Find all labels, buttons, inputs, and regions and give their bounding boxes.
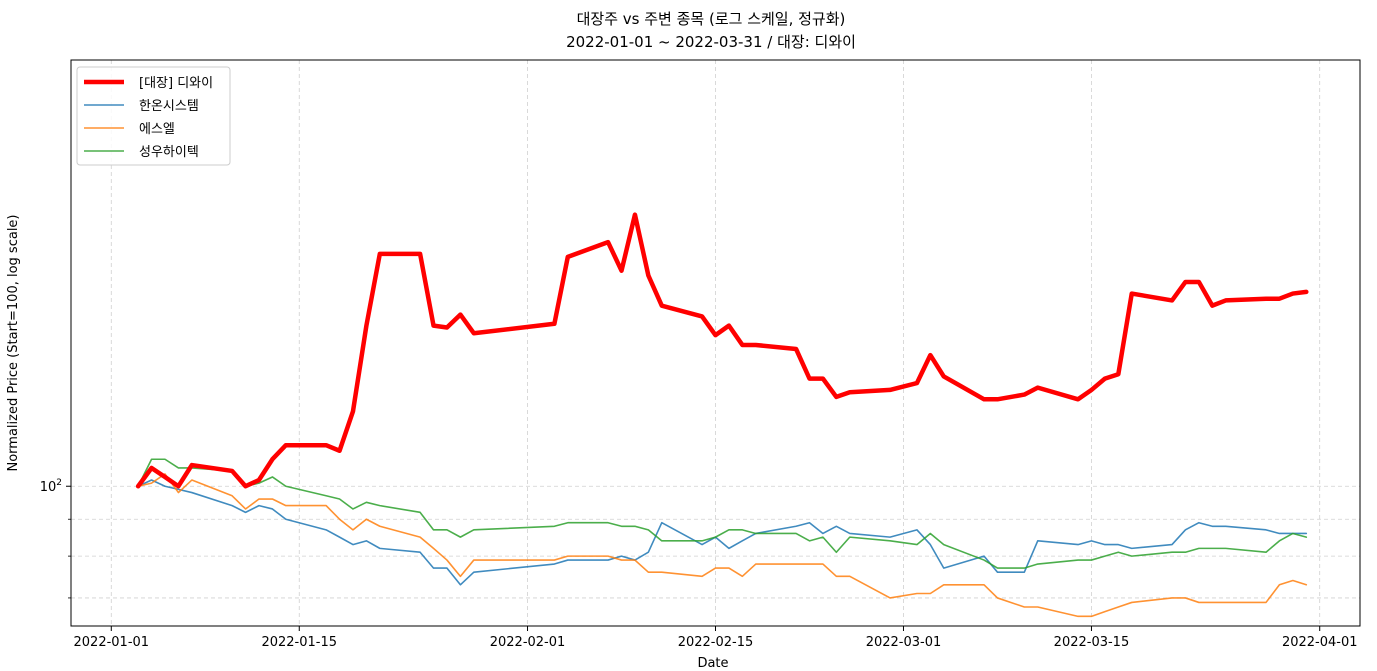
x-tick-label: 2022-02-01 bbox=[490, 635, 566, 650]
y-tick-label: 102 bbox=[40, 478, 62, 495]
chart-title-line1: 대장주 vs 주변 종목 (로그 스케일, 정규화) bbox=[577, 10, 846, 28]
y-tick-label-exponent: 2 bbox=[56, 478, 62, 488]
legend-label-에스엘: 에스엘 bbox=[139, 122, 175, 137]
chart-title-line2: 2022-01-01 ~ 2022-03-31 / 대장: 디와이 bbox=[566, 33, 856, 51]
x-tick-label: 2022-04-01 bbox=[1282, 635, 1358, 650]
series-lines bbox=[135, 212, 1309, 618]
series-line-한온시스템 bbox=[137, 479, 1308, 586]
legend-label-대장-디와이: [대장] 디와이 bbox=[139, 76, 213, 91]
y-tick-label-base: 10 bbox=[40, 480, 57, 495]
series-line-성우하이텍 bbox=[137, 458, 1308, 569]
x-axis-label: Date bbox=[697, 656, 728, 671]
x-tick-label: 2022-01-15 bbox=[261, 635, 337, 650]
y-axis-label: Normalized Price (Start=100, log scale) bbox=[6, 214, 21, 471]
series-line-대장-디와이 bbox=[135, 212, 1309, 489]
x-tick-label: 2022-03-01 bbox=[866, 635, 942, 650]
x-tick-label: 2022-02-15 bbox=[678, 635, 754, 650]
grid bbox=[71, 60, 1360, 626]
axis-ticks: 2022-01-01 2022-01-15 2022-02-01 2022-02-15… bbox=[40, 478, 1358, 650]
series-line-에스엘 bbox=[137, 473, 1308, 618]
legend-label-성우하이텍: 성우하이텍 bbox=[139, 145, 199, 160]
legend-label-한온시스템: 한온시스템 bbox=[139, 99, 199, 114]
legend-frame bbox=[76, 66, 231, 166]
x-tick-label: 2022-03-15 bbox=[1054, 635, 1130, 650]
x-tick-label: 2022-01-01 bbox=[74, 635, 150, 650]
